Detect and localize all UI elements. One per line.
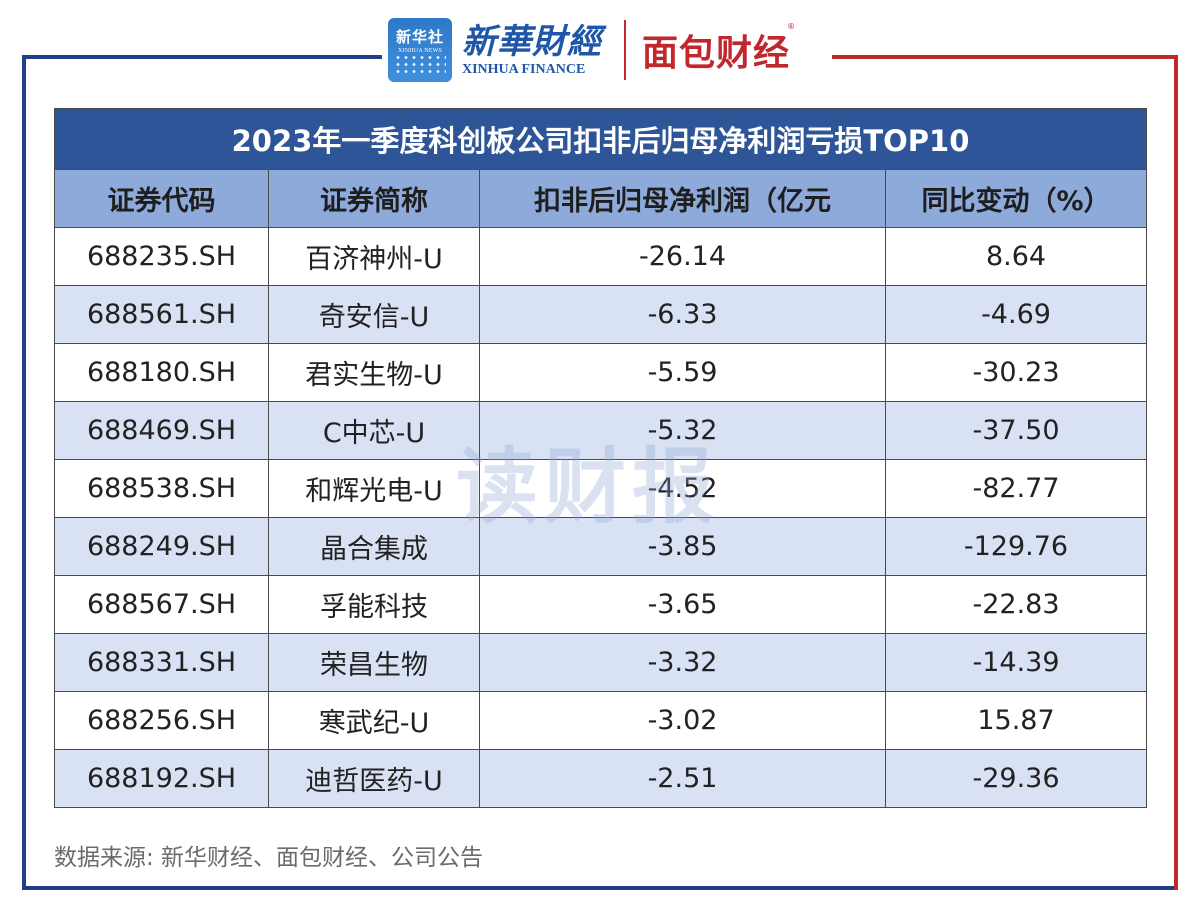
table-row: 688249.SH 晶合集成 -3.85 -129.76	[54, 517, 1148, 576]
frame-right-red-line	[1174, 55, 1178, 890]
table-row: 688567.SH 孚能科技 -3.65 -22.83	[54, 575, 1148, 634]
cell-yoy-change: -37.50	[884, 401, 1148, 460]
cell-security-name: 寒武纪-U	[268, 691, 480, 750]
cell-security-code: 688256.SH	[54, 691, 269, 750]
cell-yoy-change: -30.23	[884, 343, 1148, 402]
table-row: 688235.SH 百济神州-U -26.14 8.64	[54, 227, 1148, 286]
registered-mark: ®	[787, 22, 797, 31]
cell-security-code: 688538.SH	[54, 459, 269, 518]
cell-net-profit: -2.51	[479, 749, 886, 808]
frame-top-blue-line	[22, 55, 382, 59]
cell-security-name: 和辉光电-U	[268, 459, 480, 518]
xinhua-badge-en: XINHUA NEWS	[397, 48, 443, 54]
cell-security-code: 688567.SH	[54, 575, 269, 634]
xinhua-news-logo: 新华社 XINHUA NEWS	[388, 18, 452, 82]
header-security-code: 证券代码	[54, 169, 269, 228]
cell-yoy-change: -22.83	[884, 575, 1148, 634]
cell-security-code: 688192.SH	[54, 749, 269, 808]
cell-security-name: 君实生物-U	[268, 343, 480, 402]
header-security-name: 证券简称	[268, 169, 480, 228]
cell-net-profit: -5.59	[479, 343, 886, 402]
cell-net-profit: -3.85	[479, 517, 886, 576]
table-title-row: 2023年一季度科创板公司扣非后归母净利润亏损TOP10	[53, 108, 1148, 170]
header-logos: 新华社 XINHUA NEWS 新華財經 XINHUA FINANCE 面包财经…	[388, 14, 795, 86]
table-row: 688331.SH 荣昌生物 -3.32 -14.39	[54, 633, 1148, 692]
cell-security-name: 百济神州-U	[268, 227, 480, 286]
cell-security-code: 688331.SH	[54, 633, 269, 692]
table-row: 688256.SH 寒武纪-U -3.02 15.87	[54, 691, 1148, 750]
data-source-note: 数据来源: 新华财经、面包财经、公司公告	[54, 845, 484, 871]
cell-security-code: 688249.SH	[54, 517, 269, 576]
cell-security-name: 晶合集成	[268, 517, 480, 576]
cell-yoy-change: -29.36	[884, 749, 1148, 808]
table-row: 688180.SH 君实生物-U -5.59 -30.23	[54, 343, 1148, 402]
xinhua-finance-cn: 新華財經	[462, 22, 602, 62]
table-row: 688561.SH 奇安信-U -6.33 -4.69	[54, 285, 1148, 344]
frame-left-blue-line	[22, 55, 26, 890]
globe-dots-icon	[394, 54, 446, 76]
cell-security-name: 荣昌生物	[268, 633, 480, 692]
cell-net-profit: -3.02	[479, 691, 886, 750]
cell-security-name: 奇安信-U	[268, 285, 480, 344]
header-yoy-change: 同比变动（%）	[884, 169, 1148, 228]
cell-security-name: 迪哲医药-U	[268, 749, 480, 808]
cell-yoy-change: -129.76	[884, 517, 1148, 576]
cell-net-profit: -3.65	[479, 575, 886, 634]
xinhua-finance-en: XINHUA FINANCE	[462, 62, 586, 77]
cell-net-profit: -5.32	[479, 401, 886, 460]
header-net-profit: 扣非后归母净利润（亿元	[479, 169, 886, 228]
cell-net-profit: -6.33	[479, 285, 886, 344]
cell-net-profit: -4.52	[479, 459, 886, 518]
cell-security-name: 孚能科技	[268, 575, 480, 634]
frame-bottom-blue-line	[22, 886, 1178, 890]
cell-net-profit: -26.14	[479, 227, 886, 286]
cell-yoy-change: -4.69	[884, 285, 1148, 344]
table-row: 688469.SH C中芯-U -5.32 -37.50	[54, 401, 1148, 460]
table-body: 688235.SH 百济神州-U -26.14 8.64 688561.SH 奇安信-U -…	[54, 227, 1148, 808]
mianbao-cn: 面包财经	[642, 33, 791, 74]
loss-ranking-table: 2023年一季度科创板公司扣非后归母净利润亏损TOP10 证券代码 证券简称 扣…	[53, 108, 1148, 808]
mianbao-finance-logo: 面包财经 ®	[642, 22, 795, 76]
table-header-row: 证券代码 证券简称 扣非后归母净利润（亿元 同比变动（%）	[54, 169, 1148, 228]
table-title: 2023年一季度科创板公司扣非后归母净利润亏损TOP10	[53, 108, 1148, 170]
cell-security-code: 688469.SH	[54, 401, 269, 460]
table-row: 688192.SH 迪哲医药-U -2.51 -29.36	[54, 749, 1148, 808]
cell-net-profit: -3.32	[479, 633, 886, 692]
xinhua-finance-logo: 新華財經 XINHUA FINANCE	[462, 22, 602, 78]
frame-top-red-line	[832, 55, 1178, 59]
cell-yoy-change: -14.39	[884, 633, 1148, 692]
cell-yoy-change: 8.64	[884, 227, 1148, 286]
cell-security-code: 688180.SH	[54, 343, 269, 402]
xinhua-badge-cn: 新华社	[395, 28, 444, 46]
cell-security-name: C中芯-U	[268, 401, 480, 460]
cell-yoy-change: 15.87	[884, 691, 1148, 750]
logo-divider	[624, 20, 626, 80]
cell-yoy-change: -82.77	[884, 459, 1148, 518]
cell-security-code: 688561.SH	[54, 285, 269, 344]
table-row: 688538.SH 和辉光电-U -4.52 -82.77	[54, 459, 1148, 518]
cell-security-code: 688235.SH	[54, 227, 269, 286]
